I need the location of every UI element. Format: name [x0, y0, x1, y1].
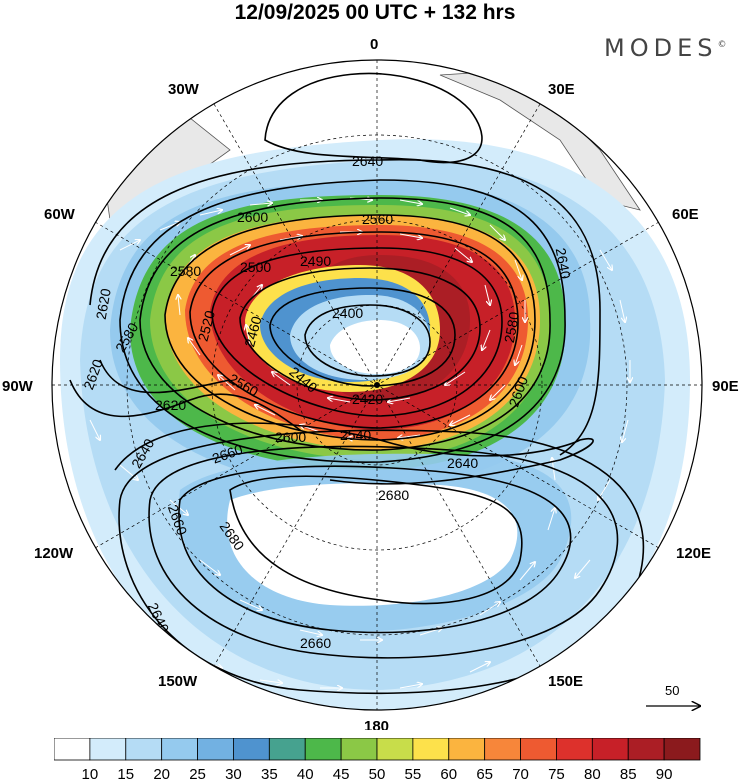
- contour-label: 2520: [195, 309, 219, 343]
- colorbar-tick-label: 20: [153, 766, 170, 782]
- contour-label: 2640: [553, 247, 574, 281]
- lon-label-120e: 120E: [676, 545, 711, 562]
- colorbar-box: [89, 738, 127, 761]
- colorbar-box: [125, 738, 163, 761]
- contour-label: 2540: [340, 427, 371, 443]
- lon-label-90w: 90W: [2, 378, 34, 395]
- colorbar-tick-label: 85: [620, 766, 637, 782]
- chart-title: 12/09/2025 00 UTC + 132 hrs: [234, 1, 516, 24]
- colorbar-box: [412, 738, 450, 761]
- lon-label-150e: 150E: [548, 673, 583, 690]
- contour-label: 2460: [241, 314, 265, 348]
- south-pole-marker: [374, 382, 380, 388]
- lon-label-120w: 120W: [34, 545, 74, 562]
- colorbar-tick-label: 90: [656, 766, 673, 782]
- colorbar-box: [484, 738, 521, 761]
- colorbar-tick-label: 70: [512, 766, 529, 782]
- map-border: [51, 59, 703, 711]
- colorbar-box: [233, 738, 270, 761]
- colorbar-box: [663, 738, 701, 761]
- contour-label: 2640: [447, 455, 478, 471]
- colorbar-tick-label: 65: [476, 766, 493, 782]
- map-disk: 2640 2600 2580 2560 2500 2490 2400 2460 …: [52, 60, 702, 710]
- lon-label-0: 0: [370, 36, 378, 53]
- colorbar-box: [161, 738, 198, 761]
- colorbar-box: [304, 738, 342, 761]
- colorbar-tick-label: 60: [440, 766, 457, 782]
- contour-label: 2560: [362, 211, 393, 227]
- colorbar-box: [340, 738, 378, 761]
- modes-logo: MODES©: [604, 34, 726, 62]
- logo-mark: ©: [717, 40, 727, 50]
- colorbar-tick-label: 10: [82, 766, 99, 782]
- colorbar-tick-label: 15: [117, 766, 134, 782]
- colorbar-tick-label: 40: [297, 766, 314, 782]
- colorbar-tick-label: 50: [369, 766, 386, 782]
- geopotential-contours: [69, 72, 645, 695]
- colorbar: 10 15 20 25 30 35 40 45 50 55 60 65 70 75 80 85 90: [54, 738, 701, 782]
- lon-label-60e: 60E: [672, 206, 699, 223]
- colorbar-box: [54, 738, 91, 761]
- contour-label: 2500: [240, 259, 271, 275]
- colorbar-tick-label: 80: [584, 766, 601, 782]
- colorbar-box: [376, 738, 414, 761]
- colorbar-tick-label: 30: [225, 766, 242, 782]
- polar-map: 2640 2600 2580 2560 2500 2490 2400 2460 …: [2, 36, 739, 730]
- colorbar-box: [627, 738, 665, 761]
- lon-label-150w: 150W: [158, 673, 198, 690]
- contour-label: 2620: [93, 287, 114, 321]
- lon-label-60w: 60W: [44, 206, 76, 223]
- contour-label: 2420: [352, 391, 383, 407]
- contour-label: 2490: [300, 253, 331, 269]
- lon-label-90e: 90E: [712, 378, 739, 395]
- colorbar-box: [591, 738, 629, 761]
- colorbar-box: [556, 738, 593, 761]
- colorbar-box: [268, 738, 306, 761]
- contour-label: 2680: [378, 487, 409, 503]
- longitude-labels: 0 30E 60E 90E 120E 150E 180 150W 120W 90…: [2, 36, 739, 730]
- colorbar-tick-label: 45: [333, 766, 350, 782]
- colorbar-tick-label: 75: [548, 766, 565, 782]
- contour-label: 2580: [170, 263, 201, 279]
- colorbar-tick-label: 25: [189, 766, 206, 782]
- lon-label-30e: 30E: [548, 81, 575, 98]
- lon-label-180: 180: [364, 718, 389, 730]
- contour-label: 2660: [300, 635, 331, 651]
- colorbar-tick-label: 55: [405, 766, 422, 782]
- colorbar-boxes: [54, 738, 701, 761]
- colorbar-tick-label: 35: [261, 766, 278, 782]
- colorbar-box: [448, 738, 486, 761]
- colorbar-box: [197, 738, 234, 761]
- contour-label: 2400: [332, 305, 363, 321]
- reference-vector-label: 50: [665, 683, 680, 698]
- contour-label: 2640: [352, 153, 383, 169]
- colorbar-ticks: 10 15 20 25 30 35 40 45 50 55 60 65 70 75 80 85 90: [82, 766, 673, 782]
- lon-label-30w: 30W: [168, 81, 200, 98]
- colorbar-box: [520, 738, 557, 761]
- contour-label: 2600: [275, 429, 306, 445]
- contour-label: 2580: [501, 310, 522, 344]
- contour-label: 2620: [155, 397, 186, 413]
- contour-label: 2600: [237, 209, 268, 225]
- logo-text: MODES: [604, 34, 718, 62]
